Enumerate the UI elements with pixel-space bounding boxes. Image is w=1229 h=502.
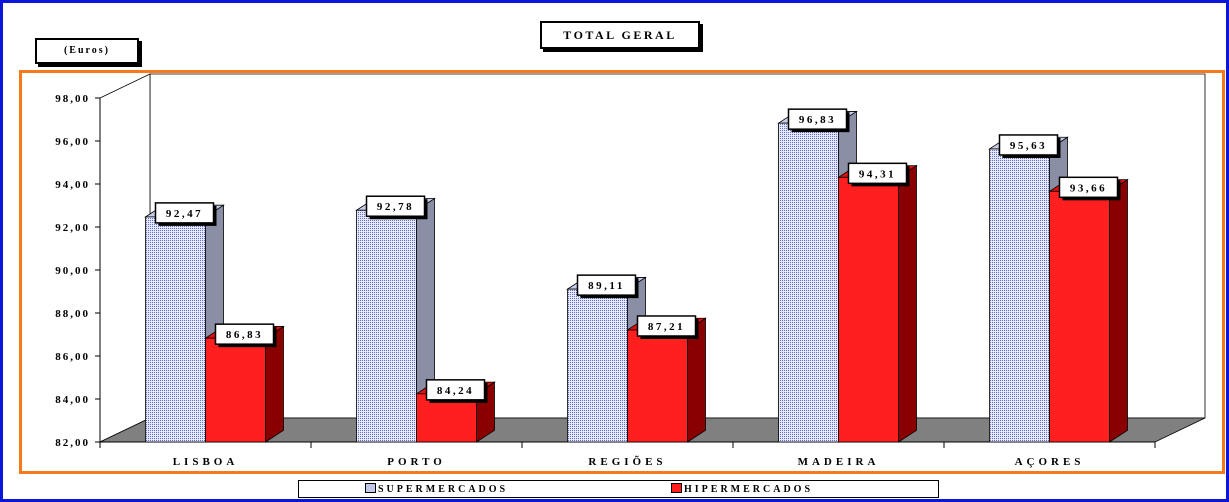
- data-label: 93,66: [1070, 182, 1107, 194]
- data-label-box: [576, 274, 637, 296]
- x-tick-label: AÇORES: [1015, 456, 1085, 468]
- bar-side: [1109, 178, 1128, 443]
- data-label: 89,11: [588, 280, 625, 292]
- y-tick-label: 90,00: [55, 265, 90, 277]
- x-tick-label: MADEIRA: [798, 456, 880, 468]
- y-tick-label: 92,00: [55, 222, 90, 234]
- data-label-box: [787, 108, 848, 130]
- data-label: 86,83: [226, 329, 263, 341]
- bar-hipermercados: [204, 325, 285, 443]
- data-label: 94,31: [859, 168, 896, 180]
- axes: 82,00 84,00 86,00 88,00 90,00 92,00 94,00 96,00…: [55, 93, 1156, 468]
- data-label-box: [636, 315, 697, 337]
- legend-label-supermercados: SUPERMERCADOS: [378, 484, 509, 495]
- bar-front: [356, 209, 417, 443]
- bar-front: [567, 288, 628, 443]
- plot-area-border: [19, 70, 1225, 474]
- bar-front: [1049, 190, 1110, 443]
- x-tick-label: REGIÕES: [588, 456, 666, 468]
- data-label: 95,63: [1010, 140, 1047, 152]
- data-label: 87,21: [648, 321, 685, 333]
- data-label-box: [154, 202, 215, 224]
- data-label-box: [847, 162, 908, 185]
- chart-title: TOTAL GERAL: [540, 21, 700, 49]
- y-tick-label: 84,00: [55, 394, 90, 406]
- y-tick-label: 86,00: [55, 351, 90, 363]
- bars: [144, 110, 1129, 443]
- data-label: 92,47: [166, 208, 203, 220]
- bar-front: [145, 216, 206, 443]
- data-label-box: [1058, 176, 1119, 199]
- data-label: 92,78: [377, 201, 414, 213]
- y-tick-label: 88,00: [55, 308, 90, 320]
- legend-swatch-hipermercados: [671, 483, 682, 493]
- bar-front: [627, 329, 688, 443]
- bar-hipermercados: [626, 317, 707, 443]
- data-label: 84,24: [437, 385, 474, 397]
- legend-item-hipermercados: HIPERMERCADOS: [671, 483, 813, 497]
- data-label-box: [214, 323, 275, 345]
- y-tick-label: 98,00: [55, 93, 90, 105]
- data-label-box: [425, 379, 486, 401]
- x-tick-label: LISBOA: [173, 456, 239, 468]
- y-tick-label: 94,00: [55, 179, 90, 191]
- legend-item-supermercados: SUPERMERCADOS: [365, 483, 508, 497]
- bar-front: [838, 176, 899, 443]
- bar-front: [778, 122, 839, 443]
- unit-label: (Euros): [35, 38, 139, 64]
- bar-hipermercados: [1048, 178, 1129, 443]
- side-wall: [99, 73, 151, 443]
- data-label-box: [998, 134, 1059, 156]
- y-tick-label: 96,00: [55, 136, 90, 148]
- data-label: 96,83: [799, 114, 836, 126]
- data-labels: 92,47 86,83 92,78 84,24 89,11 87,21 96,83 94,31…: [154, 108, 1121, 403]
- bar-front: [205, 337, 266, 443]
- x-tick-label: PORTO: [387, 456, 446, 468]
- legend: SUPERMERCADOS HIPERMERCADOS: [298, 480, 939, 498]
- legend-swatch-supermercados: [365, 483, 376, 493]
- bar-side: [898, 164, 917, 443]
- bar-hipermercados: [837, 164, 918, 443]
- data-label-box: [365, 195, 426, 217]
- bar-front: [989, 148, 1050, 443]
- y-tick-label: 82,00: [55, 437, 90, 449]
- legend-label-hipermercados: HIPERMERCADOS: [684, 484, 814, 495]
